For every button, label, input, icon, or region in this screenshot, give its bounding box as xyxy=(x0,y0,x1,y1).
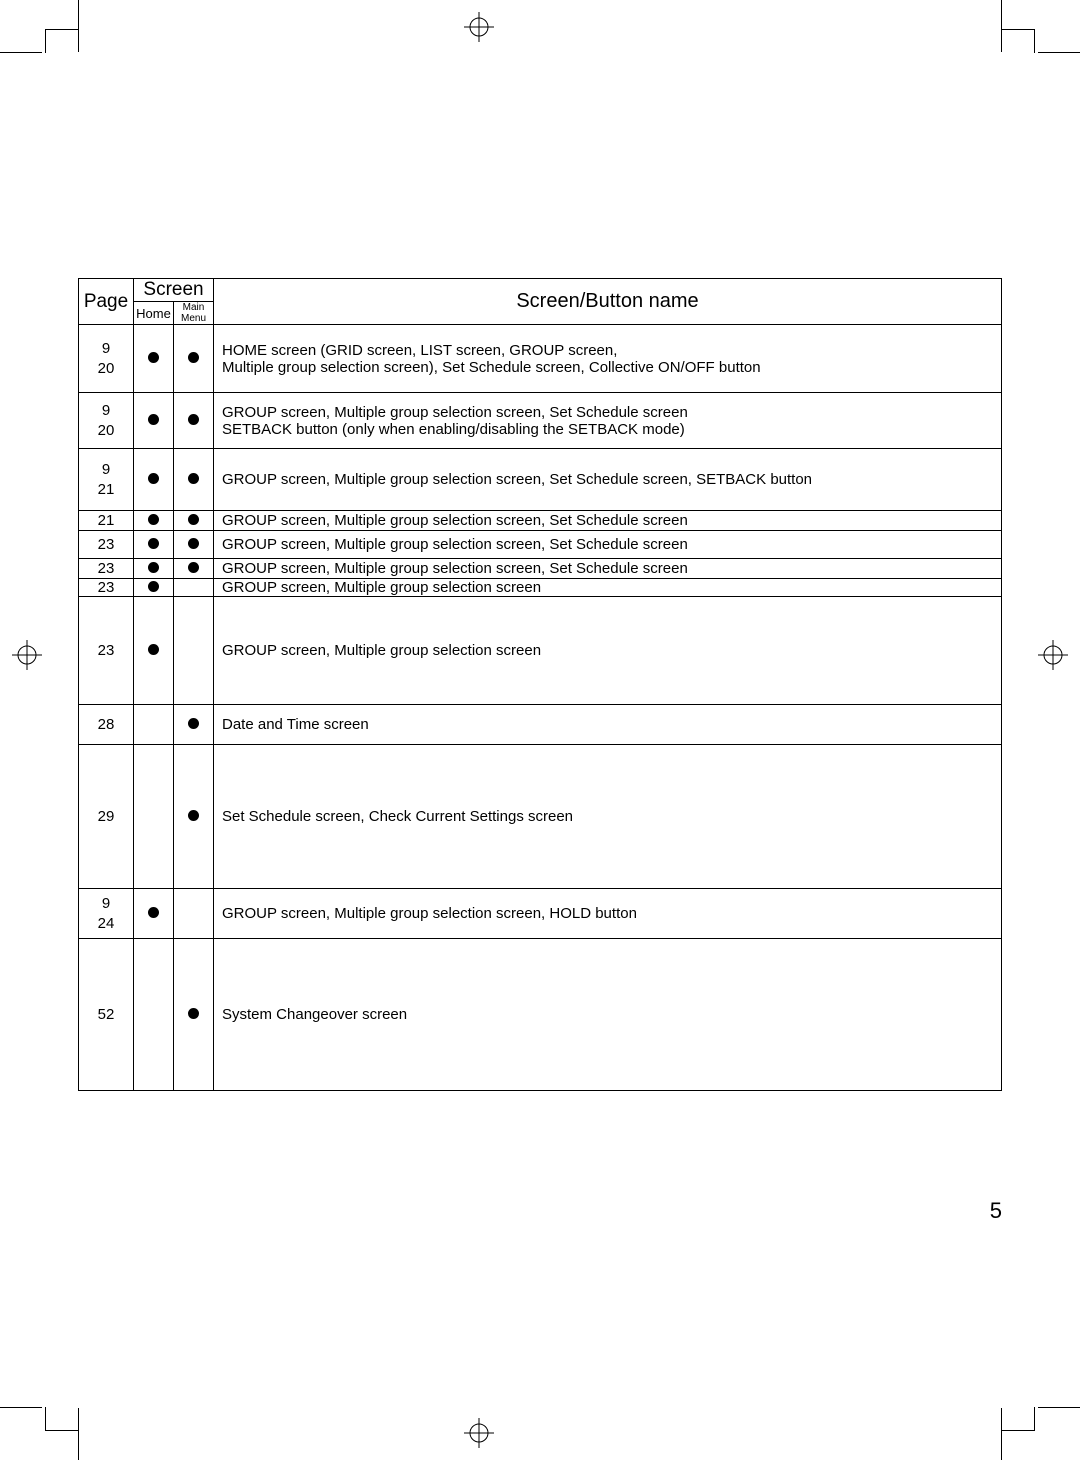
page-number: 5 xyxy=(990,1198,1002,1224)
cell-main xyxy=(174,889,214,939)
table-row: 23 GROUP screen, Multiple group selection… xyxy=(79,597,1002,705)
table-row: 23 GROUP screen, Multiple group selection… xyxy=(79,531,1002,559)
cell-main xyxy=(174,531,214,559)
dot-icon xyxy=(148,414,159,425)
header-screen: Screen xyxy=(134,279,214,302)
cell-home xyxy=(134,449,174,511)
cell-main xyxy=(174,597,214,705)
cell-home xyxy=(134,579,174,597)
cell-main xyxy=(174,939,214,1091)
cell-page: 52 xyxy=(79,939,134,1091)
header-page: Page xyxy=(79,279,134,325)
cell-page: 23 xyxy=(79,579,134,597)
dot-icon xyxy=(188,538,199,549)
dot-icon xyxy=(148,352,159,363)
cell-page: 921 xyxy=(79,449,134,511)
header-screen-button: Screen/Button name xyxy=(214,279,1002,325)
cell-page: 29 xyxy=(79,745,134,889)
dot-icon xyxy=(188,1008,199,1019)
dot-icon xyxy=(148,473,159,484)
cell-description: GROUP screen, Multiple group selection s… xyxy=(214,559,1002,579)
page-content: Page Screen Screen/Button name Home Main… xyxy=(78,278,1002,1091)
cell-home xyxy=(134,705,174,745)
dot-icon xyxy=(188,810,199,821)
table-row: 21 GROUP screen, Multiple group selection… xyxy=(79,511,1002,531)
cell-home xyxy=(134,393,174,449)
dot-icon xyxy=(188,718,199,729)
cell-description: GROUP screen, Multiple group selection s… xyxy=(214,889,1002,939)
cell-page: 23 xyxy=(79,559,134,579)
header-main-l2: Menu xyxy=(181,313,206,324)
header-home: Home xyxy=(134,302,174,325)
registration-mark-top xyxy=(464,12,494,42)
cell-home xyxy=(134,939,174,1091)
cell-page: 920 xyxy=(79,393,134,449)
cell-home xyxy=(134,889,174,939)
cell-page: 920 xyxy=(79,325,134,393)
cell-home xyxy=(134,325,174,393)
table-row: 29 Set Schedule screen, Check Current Set… xyxy=(79,745,1002,889)
cell-home xyxy=(134,511,174,531)
header-main-l1: Main xyxy=(183,302,205,313)
cell-page: 924 xyxy=(79,889,134,939)
cell-main xyxy=(174,705,214,745)
cell-main xyxy=(174,579,214,597)
cell-description: GROUP screen, Multiple group selection s… xyxy=(214,579,1002,597)
dot-icon xyxy=(148,907,159,918)
cell-page: 28 xyxy=(79,705,134,745)
table-row: 23 GROUP screen, Multiple group selection… xyxy=(79,579,1002,597)
reference-table: Page Screen Screen/Button name Home Main… xyxy=(78,278,1002,1091)
cell-description: GROUP screen, Multiple group selection s… xyxy=(214,597,1002,705)
cell-home xyxy=(134,559,174,579)
dot-icon xyxy=(188,514,199,525)
registration-mark-bottom xyxy=(464,1418,494,1448)
dot-icon xyxy=(148,562,159,573)
table-row: 921 GROUP screen, Multiple group selectio… xyxy=(79,449,1002,511)
dot-icon xyxy=(188,473,199,484)
cell-description: HOME screen (GRID screen, LIST screen, G… xyxy=(214,325,1002,393)
header-main-menu: Main Menu xyxy=(174,302,214,325)
cell-description: GROUP screen, Multiple group selection s… xyxy=(214,449,1002,511)
cell-main xyxy=(174,325,214,393)
table-row: 23 GROUP screen, Multiple group selection… xyxy=(79,559,1002,579)
dot-icon xyxy=(188,352,199,363)
registration-mark-left xyxy=(12,640,42,670)
cell-home xyxy=(134,597,174,705)
registration-mark-right xyxy=(1038,640,1068,670)
cell-main xyxy=(174,559,214,579)
cell-page: 23 xyxy=(79,597,134,705)
cell-description: System Changeover screen xyxy=(214,939,1002,1091)
cell-page: 21 xyxy=(79,511,134,531)
dot-icon xyxy=(148,644,159,655)
cell-home xyxy=(134,745,174,889)
dot-icon xyxy=(148,514,159,525)
cell-description: Set Schedule screen, Check Current Setti… xyxy=(214,745,1002,889)
table-row: 920 GROUP screen, Multiple group selectio… xyxy=(79,393,1002,449)
dot-icon xyxy=(148,538,159,549)
table-row: 920 HOME screen (GRID screen, LIST screen… xyxy=(79,325,1002,393)
cell-page: 23 xyxy=(79,531,134,559)
dot-icon xyxy=(188,562,199,573)
cell-main xyxy=(174,511,214,531)
table-row: 924 GROUP screen, Multiple group selectio… xyxy=(79,889,1002,939)
cell-main xyxy=(174,745,214,889)
cell-description: GROUP screen, Multiple group selection s… xyxy=(214,393,1002,449)
table-row: 52 System Changeover screen xyxy=(79,939,1002,1091)
cell-home xyxy=(134,531,174,559)
cell-main xyxy=(174,393,214,449)
cell-description: GROUP screen, Multiple group selection s… xyxy=(214,531,1002,559)
cell-description: Date and Time screen xyxy=(214,705,1002,745)
table-row: 28 Date and Time screen xyxy=(79,705,1002,745)
dot-icon xyxy=(188,414,199,425)
cell-main xyxy=(174,449,214,511)
cell-description: GROUP screen, Multiple group selection s… xyxy=(214,511,1002,531)
dot-icon xyxy=(148,581,159,592)
